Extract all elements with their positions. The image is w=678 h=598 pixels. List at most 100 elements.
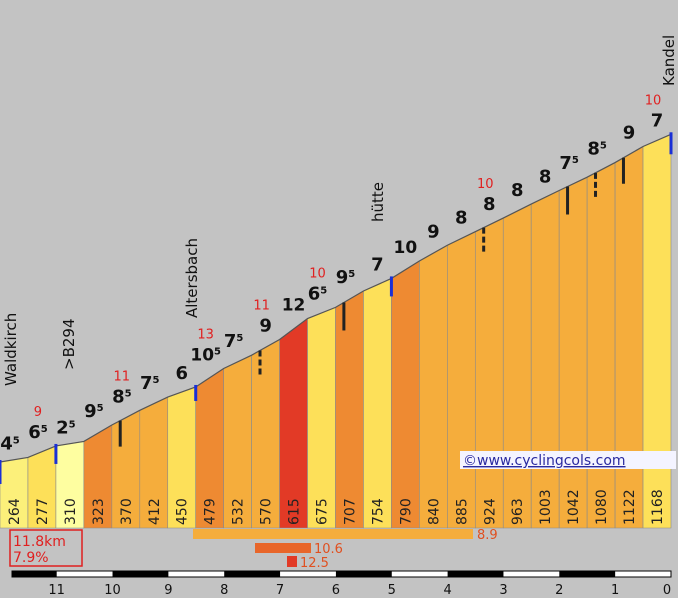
gradient-label: 12 [282,296,306,316]
steep-bar-2-label: 10.6 [314,542,343,557]
segment [391,260,420,529]
altitude-label: 479 [203,498,219,525]
place-waldkirch: Waldkirch [2,313,20,386]
gradient-label: 85 [587,139,607,160]
stats-box [9,529,83,567]
gradient-label: 75 [559,153,579,174]
km-scale-block [12,571,57,577]
gradient-label: 9 [259,316,272,337]
km-tick-label: 2 [555,583,563,598]
altitude-label: 1042 [566,489,582,525]
altitude-label: 310 [63,498,79,525]
km-scale-block [112,571,169,577]
altitude-label: 885 [454,498,470,525]
max-gradient-label: 10 [645,93,662,108]
gradient-label: 85 [112,386,132,407]
altitude-label: 1168 [650,489,666,525]
altitude-label: 370 [119,498,135,525]
gradient-label: 75 [140,373,160,394]
altitude-label: 264 [7,498,23,525]
altitude-label: 963 [510,498,526,525]
km-tick-label: 3 [499,583,507,598]
place-altersbach: Altersbach [183,238,201,318]
gradient-label: 65 [308,283,328,304]
altitude-label: 1080 [594,489,610,525]
segment [558,176,588,529]
gradient-label: 8 [483,194,496,215]
altitude-label: 754 [370,498,386,525]
segment [614,145,644,529]
gradient-label: 105 [190,345,221,365]
steep-bar-1-label: 8.9 [477,528,498,543]
segment [502,203,532,529]
altitude-label: 615 [287,498,303,525]
gradient-label: 7 [651,110,664,131]
gradient-label: 8 [539,166,552,187]
credit-link[interactable]: ©www.cyclingcols.com [463,453,626,469]
place-kandel: Kandel [660,35,678,86]
altitude-label: 277 [35,498,51,525]
segment [447,231,476,529]
max-gradient-label: 10 [309,266,326,281]
km-tick-label: 11 [48,583,65,598]
steep-bar-2 [255,543,311,553]
segment [279,317,308,529]
gradient-label: 95 [84,401,104,422]
altitude-label: 1003 [538,489,554,525]
km-tick-label: 8 [220,583,228,598]
altitude-label: 570 [259,498,275,525]
km-scale-block [224,571,281,577]
credit-box [460,451,676,469]
km-tick-label: 7 [276,583,284,598]
segment [586,162,616,529]
altitude-label: 532 [231,498,247,525]
altitude-label: 1122 [622,489,638,525]
segment [474,217,504,529]
gradient-label: 25 [56,417,76,438]
gradient-label: 45 [0,433,20,454]
profile-segments [0,133,672,529]
segment [419,244,448,529]
km-scale-block [447,571,504,577]
max-gradient-label: 9 [34,405,42,420]
segment [335,290,364,529]
steep-bar-1 [193,529,473,539]
altitude-label: 707 [342,498,358,525]
altitude-label: 840 [426,498,442,525]
gradient-label: 75 [224,331,244,352]
altitude-label: 675 [315,498,331,525]
km-tick-label: 4 [443,583,451,598]
road-markers [0,132,673,484]
km-tick-label: 1 [611,583,619,598]
max-gradient-label: 13 [197,327,214,342]
altitude-label: 924 [482,498,498,525]
steep-bar-3 [287,556,297,567]
altitude-label: 450 [175,498,191,525]
max-gradient-label: 10 [477,177,494,192]
max-gradient-label: 11 [114,369,131,384]
gradient-label: 8 [511,180,524,201]
gradient-label: 6 [175,363,188,384]
gradient-label: 7 [371,254,384,275]
steep-bar-3-label: 12.5 [300,556,329,571]
km-tick-label: 9 [164,583,172,598]
gradient-label: 9 [623,123,636,144]
altitude-label: 790 [398,498,414,525]
stat-average: 7.9% [13,550,49,566]
max-gradient-label: 11 [253,299,270,314]
gradient-label: 9 [427,221,440,242]
altitude-labels: 264 277 310 323 370 412 450 479 532 570 615 675 707 7… [7,489,666,525]
profile-line [0,133,672,463]
altitude-label: 323 [91,498,107,525]
place-hutte: hütte [369,182,387,222]
km-tick-label: 5 [388,583,396,598]
segment [530,189,560,529]
segment [363,277,392,529]
km-scale-block [335,571,392,577]
stat-distance: 11.8km [13,534,66,550]
gradient-label: 8 [455,208,468,229]
place-b294: >B294 [60,319,78,371]
gradient-label: 65 [28,422,48,443]
